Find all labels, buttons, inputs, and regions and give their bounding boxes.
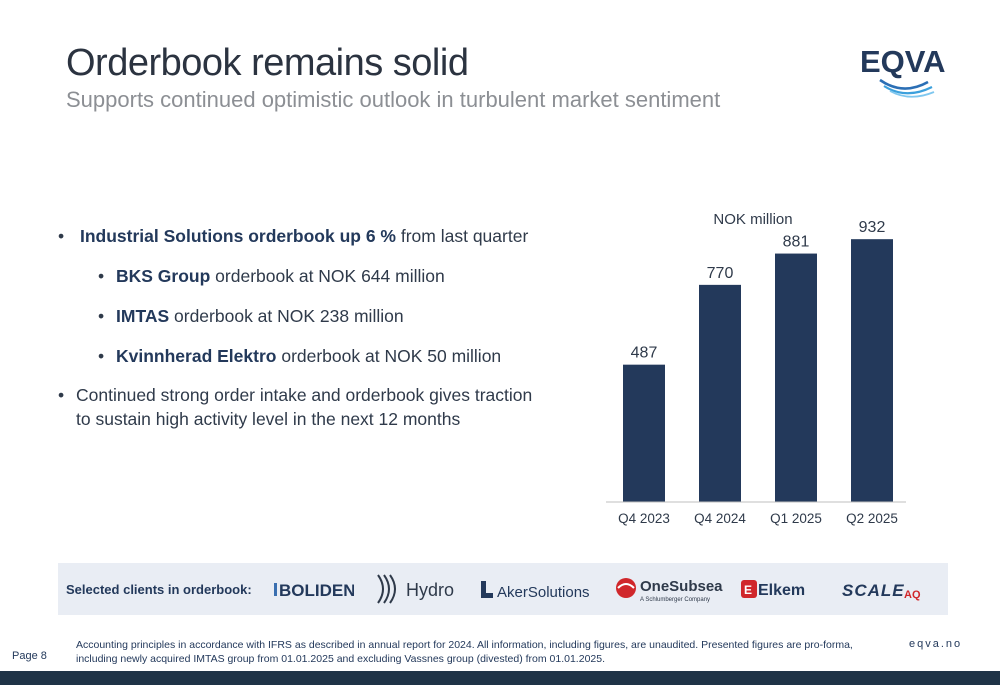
bar-q2-2025 <box>851 239 893 502</box>
data-label: 487 <box>631 345 658 362</box>
data-label: 881 <box>783 234 810 251</box>
scaleaq-logo: SCALE AQ <box>842 571 928 607</box>
bullet-main: • Industrial Solutions orderbook up 6 % … <box>58 224 538 248</box>
svg-text:AQ: AQ <box>904 589 921 601</box>
bullet-second-text: Continued strong order intake and orderb… <box>76 385 533 429</box>
svg-text:A Schlumberger Company: A Schlumberger Company <box>640 597 710 603</box>
page-number: Page 8 <box>12 650 47 662</box>
boliden-logo: BOLIDEN <box>274 571 354 607</box>
bullet-dot: • <box>98 346 105 366</box>
bullet-dot: • <box>58 226 65 246</box>
data-label: 770 <box>707 265 734 282</box>
bullet-sub: • Kvinnherad Elektro orderbook at NOK 50… <box>98 344 538 368</box>
svg-text:Elkem: Elkem <box>758 582 805 599</box>
orderbook-bar-chart: NOK million 487 Q4 2023 770 Q4 2024 881 Q1 20… <box>606 211 906 526</box>
onesubsea-logo: OneSubsea A Schlumberger Company <box>615 571 725 607</box>
bullet-dot: • <box>58 385 65 405</box>
bullet-second: • Continued strong order intake and orde… <box>58 383 538 431</box>
hydro-logo: Hydro <box>376 571 460 607</box>
x-tick-label: Q2 2025 <box>846 511 898 526</box>
akersolutions-logo: AkerSolutions <box>481 571 597 607</box>
svg-text:SCALE: SCALE <box>842 581 905 600</box>
footnote: Accounting principles in accordance with… <box>76 639 853 665</box>
logo-wave-2 <box>883 85 933 95</box>
bullet-main-text: from last quarter <box>396 226 529 246</box>
sub-text: orderbook at NOK 644 million <box>210 266 445 286</box>
bar-q4-2023 <box>623 364 665 502</box>
website-link[interactable]: eqva.no <box>909 638 963 650</box>
bullet-dot: • <box>98 306 105 326</box>
logo-wave-3 <box>889 90 935 98</box>
bar-q4-2024 <box>699 284 741 502</box>
sub-text: orderbook at NOK 50 million <box>276 346 502 366</box>
svg-text:Hydro: Hydro <box>406 580 454 600</box>
svg-text:BOLIDEN: BOLIDEN <box>279 581 354 600</box>
bottom-bar <box>0 671 1000 685</box>
svg-text:OneSubsea: OneSubsea <box>640 578 723 595</box>
sub-text: orderbook at NOK 238 million <box>169 306 404 326</box>
logo-wave-1 <box>879 78 929 90</box>
data-label: 932 <box>859 219 886 236</box>
page-title: Orderbook remains solid <box>66 42 469 84</box>
svg-text:E: E <box>744 583 752 597</box>
x-tick-label: Q4 2024 <box>694 511 746 526</box>
elkem-logo: E Elkem <box>741 571 813 607</box>
sub-bold: IMTAS <box>116 306 170 326</box>
bullet-main-bold: Industrial Solutions orderbook up 6 % <box>80 226 396 246</box>
page-subtitle: Supports continued optimistic outlook in… <box>66 87 721 112</box>
bar-q1-2025 <box>775 253 817 502</box>
clients-panel: Selected clients in orderbook: BOLIDEN H… <box>58 563 948 615</box>
sub-bold: BKS Group <box>116 266 211 286</box>
bullet-sub: • IMTAS orderbook at NOK 238 million <box>98 304 538 328</box>
eqva-logo: EQVA <box>860 44 946 98</box>
svg-text:AkerSolutions: AkerSolutions <box>497 584 590 601</box>
logo-text: EQVA <box>860 44 946 79</box>
sub-bold: Kvinnherad Elektro <box>116 346 277 366</box>
bullet-sub: • BKS Group orderbook at NOK 644 million <box>98 264 538 288</box>
x-tick-label: Q1 2025 <box>770 511 822 526</box>
x-tick-label: Q4 2023 <box>618 511 670 526</box>
bullet-dot: • <box>98 266 105 286</box>
clients-label: Selected clients in orderbook: <box>66 582 252 597</box>
chart-title: NOK million <box>713 211 792 228</box>
